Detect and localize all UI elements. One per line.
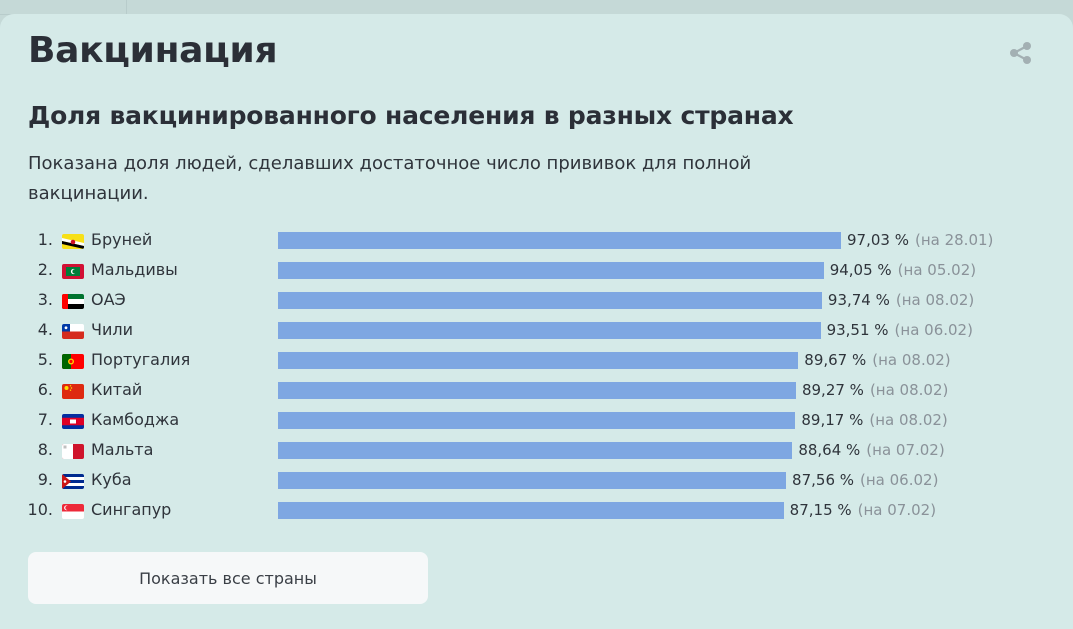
chart-row: 1. Бруней 97,03 % (на 28.01) [0, 226, 1073, 256]
chart-row: 6. Китай 89,27 % (на 08.02) [0, 376, 1073, 406]
chart-row: 3. ОАЭ 93,74 % (на 08.02) [0, 286, 1073, 316]
top-tab [0, 0, 127, 15]
value-number: 87,56 % [792, 471, 855, 489]
country-name: Сингапур [91, 500, 172, 519]
value-date: (на 08.02) [895, 291, 975, 309]
bar [278, 232, 841, 249]
value-label: 93,51 % (на 06.02) [827, 321, 973, 339]
value-number: 93,74 % [827, 291, 890, 309]
value-number: 89,67 % [804, 351, 867, 369]
value-date: (на 08.02) [872, 351, 951, 369]
chart-row: 7. Камбоджа 89,17 % (на 08.02) [0, 406, 1073, 436]
bar [278, 442, 793, 459]
value-number: 87,15 % [789, 501, 852, 519]
bar [278, 262, 824, 279]
chart-row: 10. Сингапур 87,15 % (на 07.02) [0, 496, 1073, 526]
row-rank: 2. [37, 260, 53, 279]
show-all-countries-button[interactable]: Показать все страны [28, 552, 428, 604]
value-date: (на 06.02) [894, 321, 973, 339]
country-name: Мальдивы [91, 260, 178, 279]
bar [278, 412, 796, 429]
chart-row: 5. Португалия 89,67 % (на 08.02) [0, 346, 1073, 376]
value-label: 89,67 % (на 08.02) [804, 351, 950, 369]
row-rank: 4. [37, 320, 53, 339]
value-label: 89,17 % (на 08.02) [801, 411, 947, 429]
value-date: (на 28.01) [914, 231, 994, 249]
share-icon[interactable] [1005, 37, 1037, 69]
maldives-flag-icon [62, 264, 84, 279]
row-rank: 3. [37, 290, 53, 309]
bar [278, 322, 821, 339]
value-number: 93,51 % [826, 321, 889, 339]
value-label: 88,64 % (на 07.02) [798, 441, 944, 459]
portugal-flag-icon [62, 354, 84, 369]
chart-row: 2. Мальдивы 94,05 % (на 05.02) [0, 256, 1073, 286]
value-number: 88,64 % [798, 441, 861, 459]
row-rank: 9. [37, 470, 53, 489]
value-date: (на 06.02) [860, 471, 939, 489]
bar [278, 382, 796, 399]
cuba-flag-icon [62, 474, 84, 489]
chart-description: Показана доля людей, сделавших достаточн… [28, 153, 752, 204]
row-rank: 6. [37, 380, 53, 399]
chart-subtitle: Доля вакцинированного населения в разных… [28, 101, 794, 130]
country-name: Португалия [91, 350, 191, 369]
singapore-flag-icon [62, 504, 84, 519]
country-name: Бруней [91, 230, 153, 249]
value-date: (на 08.02) [869, 411, 948, 429]
uae-flag-icon [62, 294, 84, 309]
country-name: Чили [91, 320, 133, 339]
value-number: 89,17 % [801, 411, 864, 429]
value-label: 97,03 % (на 28.01) [847, 231, 993, 249]
row-rank: 10. [27, 500, 53, 519]
country-name: Китай [91, 380, 143, 399]
country-name: Мальта [91, 440, 154, 459]
value-date: (на 07.02) [866, 441, 945, 459]
value-label: 93,74 % (на 08.02) [828, 291, 974, 309]
country-name: Куба [91, 470, 132, 489]
bar-chart: 1. Бруней 97,03 % (на 28.01) 2. Мальдивы 94,05… [0, 226, 1073, 526]
chart-row: 4. Чили 93,51 % (на 06.02) [0, 316, 1073, 346]
vaccination-card [0, 14, 1073, 629]
bar [278, 472, 787, 489]
chile-flag-icon [62, 324, 84, 339]
row-rank: 8. [37, 440, 53, 459]
value-label: 87,56 % (на 06.02) [792, 471, 938, 489]
value-number: 94,05 % [829, 261, 892, 279]
row-rank: 1. [37, 230, 53, 249]
country-name: Камбоджа [91, 410, 180, 429]
row-rank: 7. [37, 410, 53, 429]
value-number: 97,03 % [847, 231, 909, 249]
value-date: (на 08.02) [869, 381, 949, 399]
bar [278, 502, 784, 519]
page-title: Вакцинация [28, 30, 278, 71]
value-date: (на 07.02) [857, 501, 937, 519]
country-name: ОАЭ [91, 290, 126, 309]
value-date: (на 05.02) [897, 261, 977, 279]
value-number: 89,27 % [801, 381, 864, 399]
row-rank: 5. [37, 350, 53, 369]
malta-flag-icon [62, 444, 84, 459]
brunei-flag-icon [62, 234, 84, 249]
bar [278, 352, 799, 369]
value-label: 89,27 % (на 08.02) [802, 381, 948, 399]
chart-row: 8. Мальта 88,64 % (на 07.02) [0, 436, 1073, 466]
cambodia-flag-icon [62, 414, 84, 429]
bar [278, 292, 822, 309]
chart-row: 9. Куба 87,56 % (на 06.02) [0, 466, 1073, 496]
value-label: 87,15 % (на 07.02) [790, 501, 936, 519]
china-flag-icon [62, 384, 84, 399]
value-label: 94,05 % (на 05.02) [830, 261, 976, 279]
